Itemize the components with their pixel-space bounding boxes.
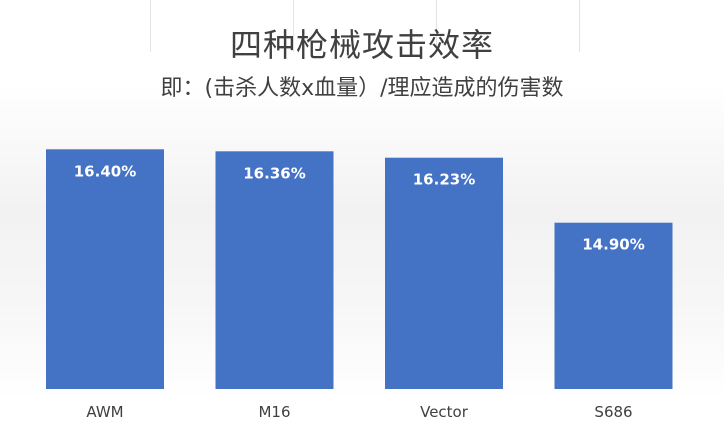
bar-awm [46, 149, 164, 389]
x-tick-label-s686: S686 [594, 403, 632, 421]
chart-title: 四种枪械攻击效率 [229, 26, 494, 64]
bar-m16 [215, 151, 334, 389]
x-tick-label-m16: M16 [258, 403, 290, 421]
bar-s686 [554, 222, 673, 389]
data-label-m16: 16.36% [243, 164, 305, 182]
sheet-gridline [436, 0, 437, 52]
x-tick-label-awm: AWM [86, 403, 123, 421]
data-label-awm: 16.40% [74, 162, 136, 180]
sheet-gridline [293, 0, 294, 52]
x-tick-label-vector: Vector [420, 403, 469, 421]
data-label-s686: 14.90% [582, 236, 644, 254]
sheet-gridline [150, 0, 151, 52]
data-label-vector: 16.23% [413, 171, 475, 189]
bar-vector [385, 157, 503, 389]
sheet-gridline [579, 0, 580, 52]
chart-subtitle: 即：(击杀人数x血量）/理应造成的伤害数 [160, 76, 564, 101]
